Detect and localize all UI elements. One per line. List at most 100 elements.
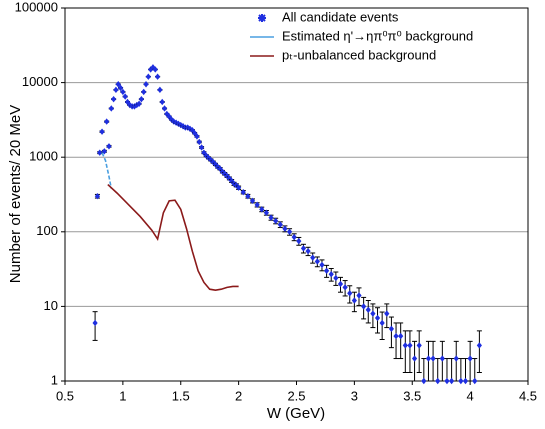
legend-label: Estimated η'→ηπ⁰π⁰ background <box>282 28 473 43</box>
data-point <box>407 342 413 349</box>
data-point <box>351 297 357 304</box>
data-point <box>117 84 124 92</box>
data-point <box>138 95 144 103</box>
y-tick-label: 100000 <box>15 0 58 14</box>
data-point <box>411 355 418 362</box>
data-point <box>196 138 202 146</box>
legend-label: pₜ-unbalanced background <box>282 47 436 62</box>
data-point <box>467 355 473 362</box>
data-point <box>240 188 246 196</box>
data-point <box>342 284 348 291</box>
data-point <box>92 319 98 327</box>
legend-marker <box>258 14 266 22</box>
line-series <box>107 183 239 291</box>
data-point <box>106 143 112 150</box>
data-point <box>319 261 325 269</box>
data-point <box>449 377 455 385</box>
data-point <box>161 105 168 112</box>
data-point <box>365 306 371 314</box>
data-point <box>384 310 390 317</box>
data-point <box>268 214 274 221</box>
data-point <box>356 292 362 299</box>
data-point <box>145 73 151 80</box>
data-point <box>370 310 376 317</box>
y-axis-label: Number of events/ 20 MeV <box>7 105 24 283</box>
data-point <box>398 332 404 340</box>
data-point <box>134 101 140 109</box>
x-tick-label: 2 <box>235 388 242 403</box>
data-point <box>155 73 161 80</box>
x-tick-label: 1.5 <box>172 388 190 403</box>
data-point <box>233 182 239 189</box>
data-point <box>374 314 381 322</box>
data-point <box>273 217 279 225</box>
data-point <box>94 193 101 200</box>
data-point <box>314 258 320 265</box>
data-point <box>208 156 214 164</box>
data-point <box>310 254 316 261</box>
data-point <box>194 133 200 140</box>
data-point <box>143 81 149 88</box>
data-point <box>416 342 422 349</box>
data-point <box>115 81 121 88</box>
data-point <box>425 355 432 362</box>
data-point <box>157 86 163 94</box>
data-point <box>245 193 251 200</box>
data-point <box>402 342 408 349</box>
data-point <box>249 197 256 205</box>
data-point <box>296 237 302 245</box>
data-point <box>192 129 198 137</box>
data-point <box>476 342 482 349</box>
data-point <box>388 325 395 333</box>
line-series <box>101 152 113 189</box>
y-tick-label: 1 <box>51 372 58 387</box>
data-point <box>458 377 464 385</box>
data-point <box>444 377 450 385</box>
data-point <box>472 377 478 385</box>
y-tick-label: 1000 <box>29 149 58 164</box>
x-tick-label: 2.5 <box>287 388 305 403</box>
data-point <box>277 221 283 228</box>
data-point <box>136 100 142 107</box>
data-point <box>263 209 270 216</box>
data-point <box>421 377 427 385</box>
data-point <box>108 105 114 112</box>
x-axis-label: W (GeV) <box>267 405 325 422</box>
data-point <box>323 267 330 275</box>
data-point <box>439 355 445 362</box>
data-point <box>141 88 147 96</box>
data-point <box>122 93 128 100</box>
data-point <box>361 303 367 310</box>
data-point <box>198 144 205 151</box>
data-point <box>435 377 441 385</box>
data-point <box>300 245 307 252</box>
data-point <box>453 355 459 362</box>
data-point <box>333 274 339 282</box>
data-point <box>430 355 436 362</box>
data-point <box>229 177 235 185</box>
data-point <box>236 184 242 191</box>
data-point <box>159 98 165 106</box>
data-point <box>104 118 110 125</box>
data-point <box>282 225 288 232</box>
y-tick-label: 10000 <box>22 74 58 89</box>
x-tick-label: 3.5 <box>403 388 421 403</box>
data-point <box>113 86 119 94</box>
plot-frame <box>64 7 529 382</box>
x-tick-label: 1 <box>119 388 126 403</box>
x-tick-label: 0.5 <box>56 388 74 403</box>
data-point <box>379 319 385 327</box>
data-point <box>101 148 107 155</box>
legend-label: All candidate events <box>282 9 399 24</box>
data-point <box>254 201 260 209</box>
x-tick-label: 4.5 <box>519 388 537 403</box>
data-point <box>291 233 297 241</box>
data-point <box>97 149 103 156</box>
data-point <box>337 280 344 288</box>
data-point <box>99 128 105 135</box>
data-point <box>305 247 311 255</box>
data-point <box>120 88 126 96</box>
data-point <box>328 271 334 278</box>
data-point <box>152 66 158 73</box>
